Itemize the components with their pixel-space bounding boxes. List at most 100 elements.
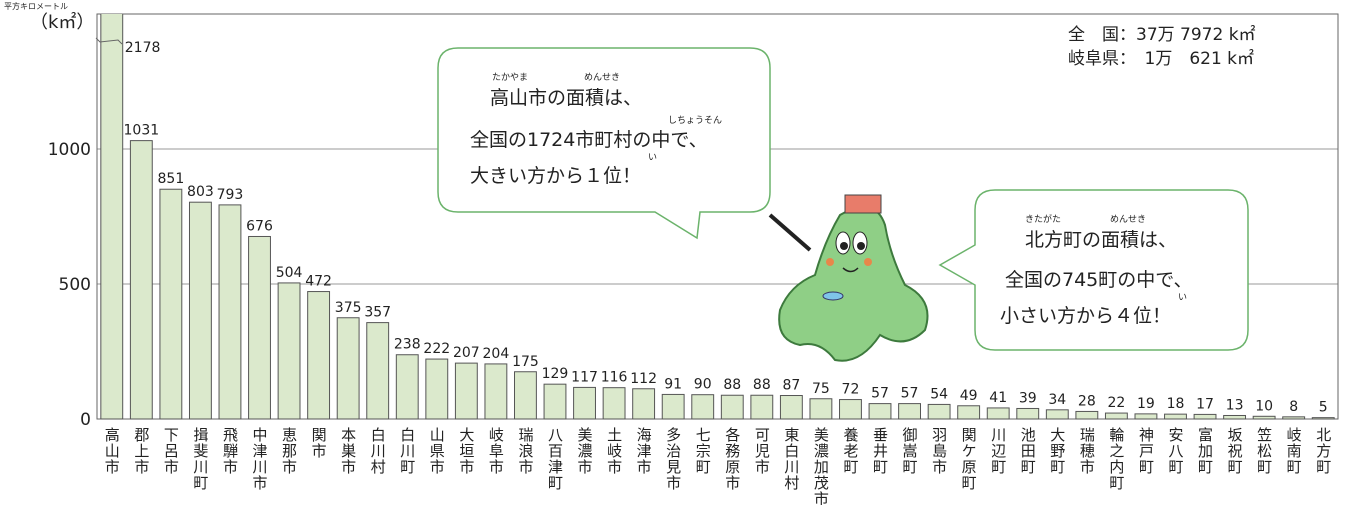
value-label: 803 <box>187 184 214 200</box>
x-tick-label: 山県市 <box>428 427 446 475</box>
value-label: 22 <box>1107 395 1125 411</box>
bubble-text: 小さい方から４位！ <box>1000 305 1171 327</box>
value-label: 129 <box>542 366 569 382</box>
x-tick-label: 下呂市 <box>162 427 180 475</box>
x-tick-label: 白川町 <box>398 427 416 475</box>
value-label: 57 <box>901 386 919 402</box>
info-line: 岐阜県： 1万 621 k㎡ <box>1068 49 1254 69</box>
bar <box>1253 416 1275 419</box>
bar <box>633 389 655 419</box>
y-tick-label: 0 <box>80 410 91 430</box>
value-label: 204 <box>483 346 510 362</box>
x-tick-label: 各務原市 <box>723 427 741 491</box>
x-tick-label: 輪之内町 <box>1107 427 1125 491</box>
bar <box>751 395 773 419</box>
x-tick-label: 御嵩町 <box>901 427 919 475</box>
value-label: 88 <box>753 377 771 393</box>
x-tick-label: 八百津町 <box>546 427 564 491</box>
x-tick-label: 東白川村 <box>782 427 800 491</box>
y-tick-label: 1000 <box>48 140 91 160</box>
bubble-text: 全国の1724市町村の中で、 <box>470 129 708 151</box>
value-label: 112 <box>630 371 657 387</box>
value-label: 116 <box>601 370 628 386</box>
ruby: い <box>648 153 657 163</box>
x-tick-label: 美濃市 <box>576 427 594 475</box>
bar <box>603 388 625 419</box>
bar <box>1046 410 1068 419</box>
x-tick-label: 大野町 <box>1048 427 1066 475</box>
unit: （k㎡） <box>30 11 94 33</box>
x-tick-label: 揖斐川町 <box>191 427 209 491</box>
x-tick-label: 海津市 <box>635 427 653 475</box>
ruby: しちょうそん <box>668 115 722 126</box>
x-tick-label: 北方町 <box>1314 427 1332 475</box>
x-tick-label: 神戸町 <box>1137 427 1155 475</box>
bubble-text: 全国の745町の中で、 <box>1005 269 1193 291</box>
x-tick-label: 瑞浪市 <box>516 427 534 475</box>
ruby: めんせき <box>1110 214 1146 225</box>
value-label: 19 <box>1137 396 1155 412</box>
x-tick-label: 七宗町 <box>694 427 712 475</box>
bar <box>455 363 477 419</box>
x-tick-label: 安八町 <box>1166 427 1184 475</box>
value-label: 793 <box>217 187 244 203</box>
value-label: 13 <box>1226 397 1244 413</box>
value-label: 18 <box>1167 396 1185 412</box>
bubble-text: 大きい方から１位！ <box>470 165 641 187</box>
value-label: 357 <box>364 305 391 321</box>
x-tick-label: 笠松町 <box>1255 427 1273 475</box>
bar <box>544 384 566 419</box>
value-label: 207 <box>453 345 480 361</box>
bar <box>662 394 684 419</box>
value-label: 472 <box>305 274 332 290</box>
bar <box>189 202 211 419</box>
value-label: 28 <box>1078 393 1096 409</box>
bar <box>426 359 448 419</box>
bar <box>1283 417 1305 419</box>
x-tick-label: 岐阜市 <box>487 427 505 475</box>
value-label: 10 <box>1255 398 1273 414</box>
bar <box>515 372 537 419</box>
x-tick-label: 羽島市 <box>930 427 948 475</box>
bar <box>1165 414 1187 419</box>
x-tick-label: 富加町 <box>1196 426 1214 475</box>
x-tick-label: 坂祝町 <box>1226 427 1244 475</box>
x-tick-label: 本巣市 <box>339 427 357 475</box>
x-tick-label: 土岐市 <box>605 427 623 475</box>
bar <box>810 399 832 419</box>
mascot <box>770 195 928 361</box>
value-label: 222 <box>423 341 450 357</box>
x-tick-label: 垂井町 <box>871 427 889 475</box>
unit-small: 平方キロメートル <box>4 1 68 11</box>
bar <box>780 396 802 419</box>
bar <box>574 387 596 419</box>
bar <box>485 364 507 419</box>
x-tick-label: 瑞穂市 <box>1078 427 1096 475</box>
bar <box>987 408 1009 419</box>
x-tick-label: 恵那市 <box>280 427 298 475</box>
x-tick-label: 養老町 <box>841 427 859 475</box>
bar <box>337 318 359 419</box>
value-label: 8 <box>1289 399 1298 415</box>
value-label: 90 <box>694 377 712 393</box>
value-label: 87 <box>782 378 800 394</box>
value-label: 238 <box>394 337 421 353</box>
bar <box>101 0 123 419</box>
ruby: きたがた <box>1025 213 1061 225</box>
x-tick-label: 美濃加茂市 <box>812 427 830 505</box>
bar <box>219 205 241 419</box>
bar <box>1224 415 1246 419</box>
ruby: めんせき <box>584 72 620 83</box>
value-label: 88 <box>723 377 741 393</box>
x-tick-label: 池田町 <box>1019 427 1037 475</box>
value-label: 34 <box>1048 392 1066 408</box>
bar <box>249 236 271 419</box>
bar <box>692 395 714 419</box>
x-tick-label: 高山市 <box>103 427 121 475</box>
value-label: 54 <box>930 386 948 402</box>
bar <box>1105 413 1127 419</box>
value-label: 39 <box>1019 390 1037 406</box>
x-tick-label: 大垣市 <box>457 427 475 475</box>
value-label: 49 <box>960 388 978 404</box>
bar <box>1312 418 1334 419</box>
